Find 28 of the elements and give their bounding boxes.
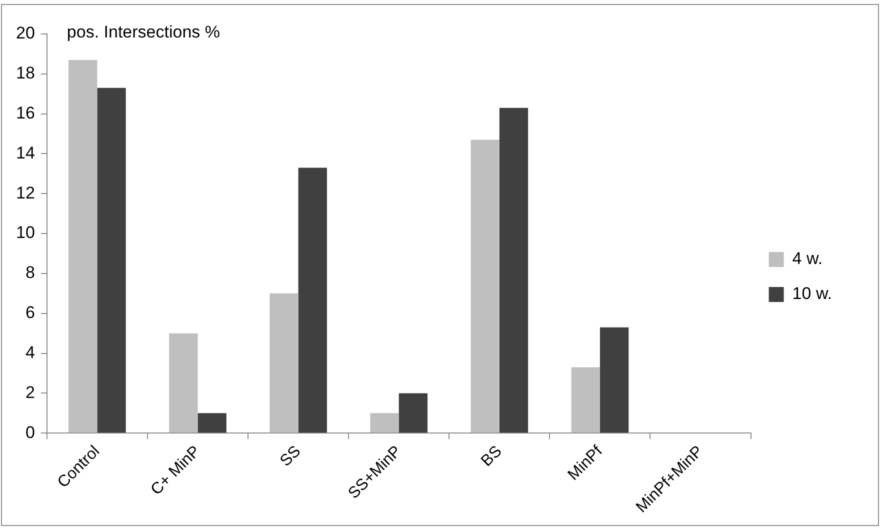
y-tick-label: 8 <box>25 263 35 282</box>
bar <box>571 367 600 433</box>
legend-label: 4 w. <box>792 249 823 268</box>
x-tick-label: SS <box>277 442 304 470</box>
y-tick-label: 16 <box>16 104 35 123</box>
y-tick-label: 4 <box>25 342 35 362</box>
bar <box>169 333 198 433</box>
y-tick-label: 10 <box>16 223 35 242</box>
x-tick-label: BS <box>478 442 506 470</box>
bar <box>499 108 528 433</box>
bar <box>97 88 126 433</box>
y-tick-label: 2 <box>25 382 35 402</box>
legend-label: 10 w. <box>792 284 832 304</box>
y-axis-title: pos. Intersections % <box>66 22 220 42</box>
y-tick-label: 18 <box>16 64 35 83</box>
y-tick-label: 12 <box>16 183 35 202</box>
y-tick-label: 14 <box>16 143 35 162</box>
bar <box>600 327 629 433</box>
y-tick-label: 20 <box>16 24 35 43</box>
bar <box>370 413 399 433</box>
bar <box>470 140 500 433</box>
bar <box>398 393 428 433</box>
bar <box>270 293 298 433</box>
y-tick-label: 0 <box>25 422 35 442</box>
y-tick-label: 6 <box>25 303 35 322</box>
bar <box>298 168 327 433</box>
bar <box>198 413 226 433</box>
bar <box>68 60 98 433</box>
